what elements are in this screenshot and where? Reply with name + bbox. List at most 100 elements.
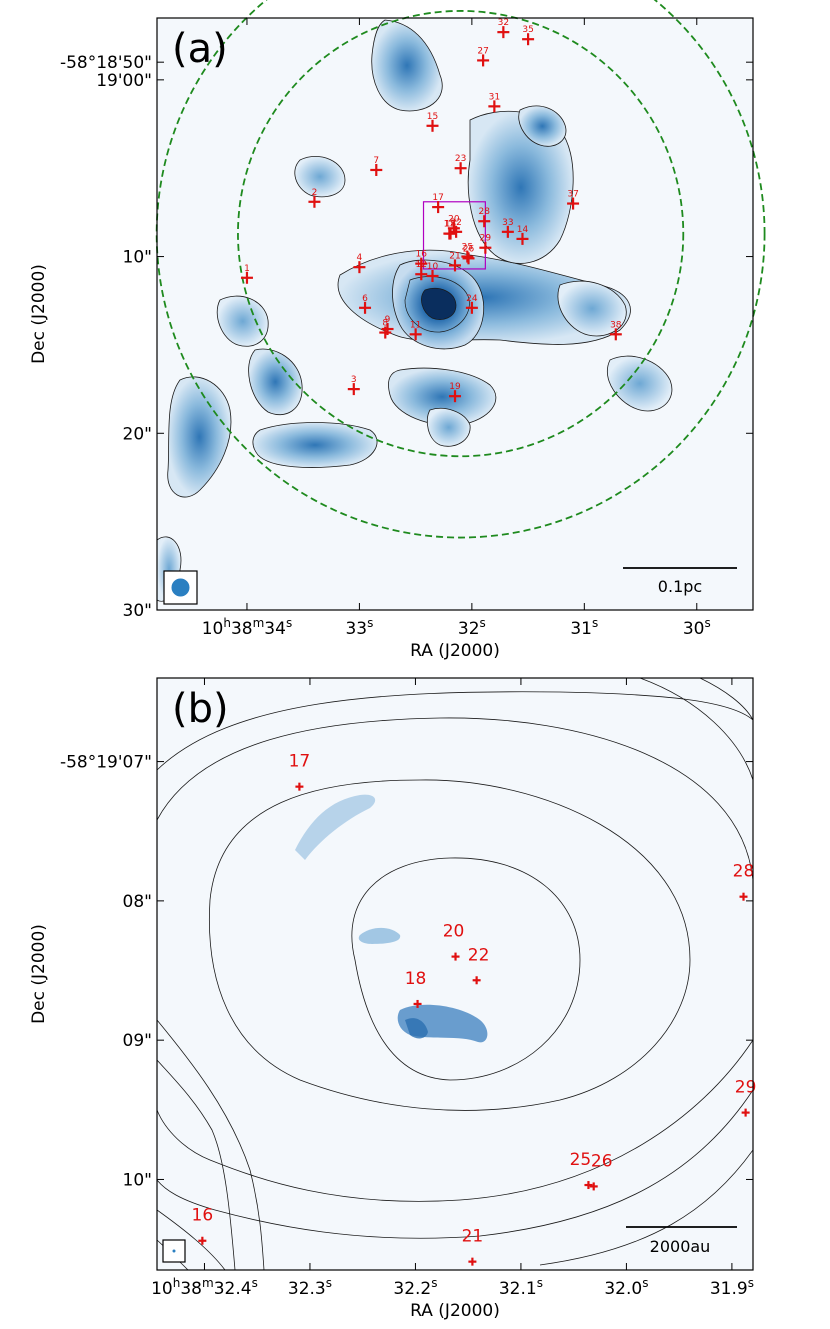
source-31[interactable]: 31: [488, 92, 501, 113]
source-label: 25: [462, 243, 473, 253]
source-3[interactable]: 3: [347, 375, 360, 396]
x-tick-label: 30s: [683, 616, 711, 639]
panel-a-xlabel: RA (J2000): [410, 641, 500, 661]
source-label: 26: [591, 1151, 613, 1171]
tick-sup: h: [223, 616, 231, 630]
source-26[interactable]: 26: [589, 1151, 613, 1191]
x-tick-label: 32.1s: [499, 1276, 543, 1299]
source-9[interactable]: 9: [381, 315, 394, 336]
tick-part: 31.9: [710, 1279, 748, 1299]
source-21[interactable]: 21: [449, 251, 461, 272]
panel-a-sources: 2346789101112131415161718192021222324252…: [240, 18, 622, 403]
source-26[interactable]: 26: [462, 244, 475, 265]
tick-sup: s: [592, 616, 598, 630]
source-label: 23: [455, 154, 466, 164]
x-tick-label: 32s: [458, 616, 486, 639]
y-tick-label: 10": [123, 248, 152, 268]
source-24[interactable]: 24: [465, 294, 478, 314]
source-16[interactable]: 16: [192, 1206, 214, 1245]
source-22[interactable]: 22: [450, 218, 463, 238]
source-label: 26: [463, 244, 475, 254]
source-35[interactable]: 35: [522, 25, 535, 46]
tick-sup: s: [326, 1276, 332, 1290]
panel-b-background: [157, 678, 753, 1270]
panel-a-label: (a): [172, 26, 228, 72]
source-22[interactable]: 22: [468, 945, 490, 985]
source-14[interactable]: 14: [516, 225, 529, 245]
source-label: 9: [385, 315, 391, 325]
source-38[interactable]: 38: [609, 320, 622, 341]
source-label: 27: [477, 46, 488, 56]
source-label: 28: [479, 207, 491, 217]
source-label: 29: [735, 1078, 757, 1098]
source-6[interactable]: 6: [359, 294, 372, 314]
panel-b-frame: [156, 677, 754, 1271]
tick-sup: s: [642, 1276, 648, 1290]
source-28[interactable]: 28: [733, 862, 755, 901]
tick-part: 38: [180, 1279, 202, 1299]
source-25[interactable]: 25: [570, 1150, 593, 1190]
source-label: 13: [444, 220, 455, 230]
source-10[interactable]: 10: [426, 262, 439, 283]
source-20[interactable]: 20: [443, 922, 465, 961]
source-15[interactable]: 15: [426, 112, 439, 132]
source-label: 32: [498, 18, 509, 28]
y-tick-label: -58°19'07": [60, 753, 152, 773]
x-tick-label: 32.2s: [393, 1276, 437, 1299]
y-tick-label: 09": [123, 1031, 152, 1051]
tick-part: 34: [264, 619, 286, 639]
source-label: 4: [357, 253, 363, 263]
source-25[interactable]: 25: [461, 243, 474, 263]
source-17[interactable]: 17: [289, 752, 311, 791]
source-label: 17: [289, 752, 311, 772]
source-11[interactable]: 11: [409, 320, 422, 341]
source-label: 6: [362, 294, 368, 304]
source-label: 35: [522, 25, 533, 35]
source-23[interactable]: 23: [454, 154, 467, 175]
tick-sup: s: [431, 1276, 437, 1290]
source-29[interactable]: 29: [735, 1078, 757, 1117]
panel-b-emission-map: [157, 678, 753, 1270]
green-dashed-circles: [155, 0, 766, 539]
source-label: 38: [610, 320, 622, 330]
source-19[interactable]: 19: [449, 382, 461, 403]
tick-part: 10: [202, 619, 224, 639]
source-label: 21: [449, 251, 460, 261]
source-label: 17: [432, 193, 443, 203]
dashed-circle-1: [237, 10, 685, 458]
source-32[interactable]: 32: [497, 18, 510, 39]
source-27[interactable]: 27: [477, 46, 490, 67]
tick-part: 32.4: [214, 1279, 252, 1299]
source-label: 3: [351, 375, 357, 385]
source-18[interactable]: 18: [405, 969, 427, 1008]
tick-part: 32.2: [393, 1279, 431, 1299]
y-tick-label: 19'00": [96, 71, 152, 91]
x-tick-label: 32.0s: [604, 1276, 648, 1299]
source-label: 16: [192, 1206, 214, 1226]
source-7[interactable]: 7: [370, 156, 383, 176]
source-2[interactable]: 2: [308, 188, 321, 208]
source-17[interactable]: 17: [432, 193, 445, 214]
y-tick-label: 10": [123, 1170, 152, 1190]
source-37[interactable]: 37: [567, 190, 580, 210]
source-4[interactable]: 4: [353, 253, 366, 274]
source-21[interactable]: 21: [462, 1227, 484, 1266]
panel-a-ticks: 10h38m34s 33s 32s 31s 30s-58°18'50"19'00"10"…: [60, 18, 753, 639]
source-label: 15: [427, 112, 438, 122]
source-29[interactable]: 29: [479, 234, 492, 254]
x-tick-label: 10h38m32.4s: [151, 1276, 258, 1299]
source-16[interactable]: 16: [415, 250, 428, 270]
source-label: 29: [480, 234, 492, 244]
tick-sup: s: [537, 1276, 543, 1290]
x-tick-label: 33s: [345, 616, 373, 639]
tick-sup: s: [367, 616, 373, 630]
x-tick-label: 31.9s: [710, 1276, 754, 1299]
x-tick-label: 10h38m34s: [202, 616, 293, 639]
tick-sup: s: [748, 1276, 754, 1290]
source-33[interactable]: 33: [501, 218, 514, 238]
source-28[interactable]: 28: [478, 207, 491, 228]
source-1[interactable]: 1: [240, 264, 253, 284]
tick-part: 32.0: [604, 1279, 642, 1299]
